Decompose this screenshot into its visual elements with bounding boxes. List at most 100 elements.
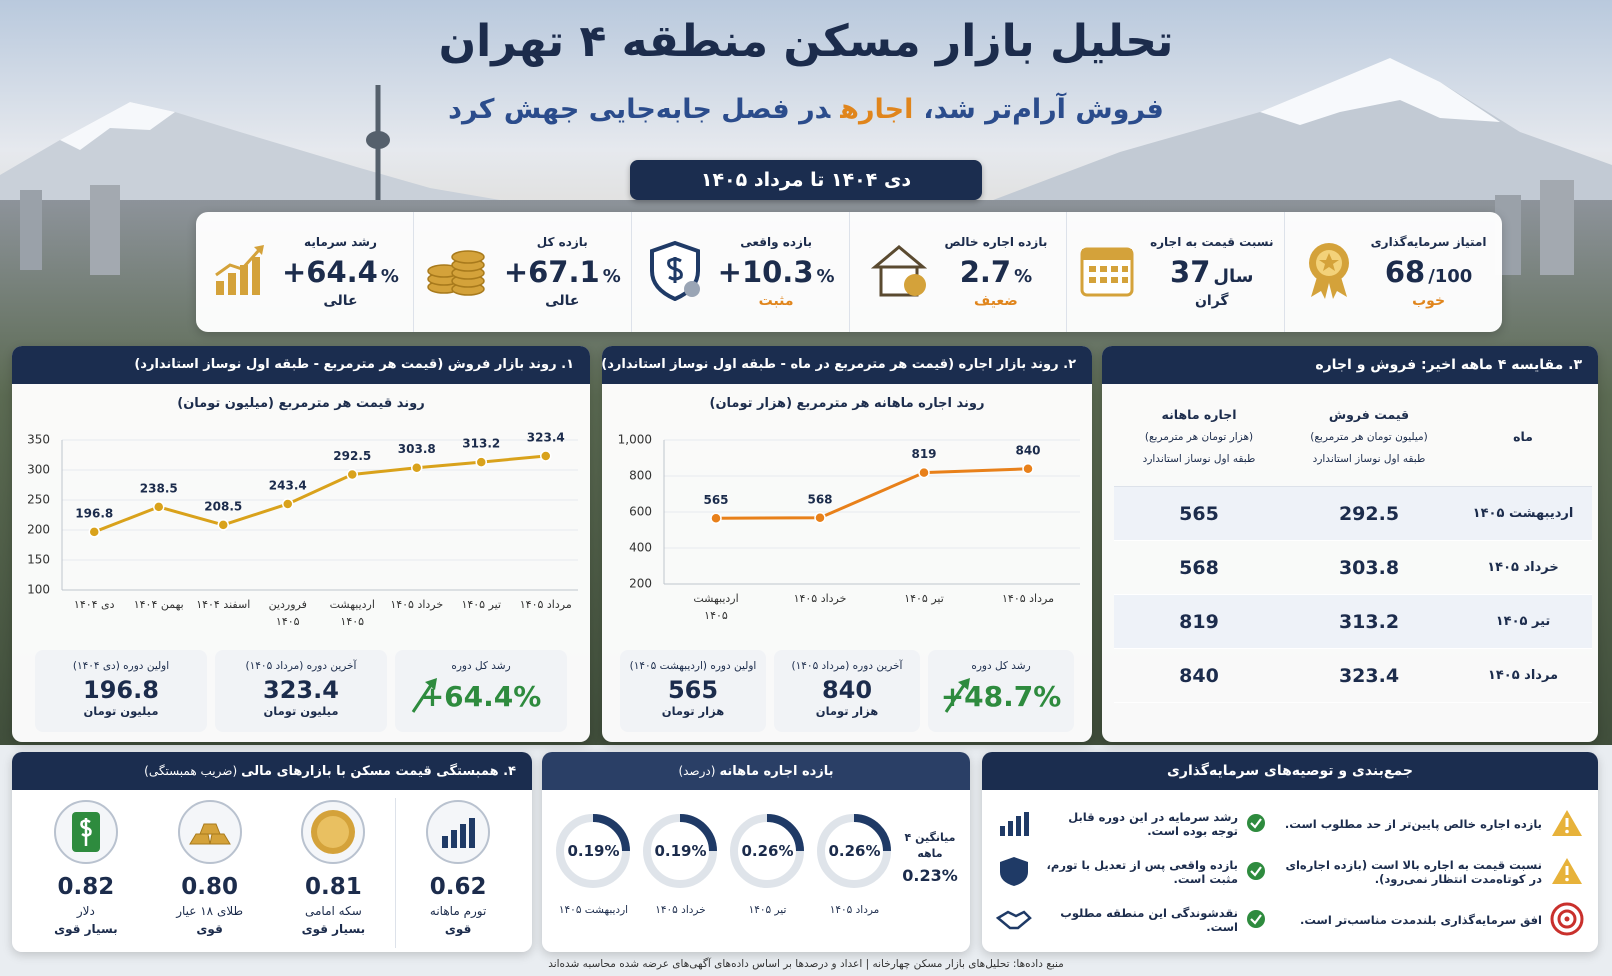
icon-part xyxy=(679,814,717,852)
column-note: طبقه اول نوساز استاندارد xyxy=(1312,453,1426,465)
kpi-icon xyxy=(424,241,490,303)
column-header: اجاره ماهانه (هزار تومان هر مترمربع) طبقه … xyxy=(1114,388,1284,487)
icon-part xyxy=(411,681,435,713)
kpi-value-row: 37 سال xyxy=(1150,255,1273,289)
icon-part xyxy=(216,257,260,295)
yield-month: خرداد ۱۴۰۵ xyxy=(655,904,706,916)
kpi-text: امتیاز سرمایه‌گذاری 68/100 خوب xyxy=(1371,235,1487,309)
kpi-label: بازده کل xyxy=(536,235,588,249)
panel-title: ۲. روند بازار اجاره (قیمت هر مترمربع در … xyxy=(602,346,1092,384)
icon-part xyxy=(1089,266,1129,283)
kpi-value-row: 2.7% xyxy=(945,255,1048,289)
stat-card: رشد کل دوره +64.4% xyxy=(395,650,567,732)
positive-row: نقدشوندگی این منطقه مطلوب است. xyxy=(995,896,1266,944)
cell-value: 568 xyxy=(1114,540,1284,595)
correlation-item: 0.80 طلای ۱۸ عیار قوی xyxy=(148,798,272,948)
yield-average: میانگین ۴ ماهه 0.23% xyxy=(898,812,962,885)
warning-row: افق سرمایه‌گذاری بلندمدت مناسب‌تر است. xyxy=(1284,896,1584,944)
icon-part xyxy=(730,814,804,888)
column-header: قیمت فروش (میلیون تومان هر مترمربع) طبقه ا… xyxy=(1284,388,1454,487)
column-header: ماه xyxy=(1454,388,1592,487)
icon-part xyxy=(1550,902,1584,935)
subtitle-highlight: اجاره xyxy=(840,94,914,125)
icon-part xyxy=(903,274,926,296)
correlation-label: دلار xyxy=(76,904,95,918)
correlation-icon xyxy=(24,798,148,870)
icon-part xyxy=(1550,902,1584,935)
cell-value: 840 xyxy=(1114,648,1284,703)
positive-row: بازده واقعی پس از تعدیل با تورم، مثبت اس… xyxy=(996,848,1266,896)
sales-panel: ۱. روند بازار فروش (قیمت هر مترمربع - طب… xyxy=(12,346,590,742)
icon-part xyxy=(1250,817,1262,829)
correlation-item: 0.82 دلار بسیار قوی xyxy=(24,798,148,948)
positives: رشد سرمایه در این دوره قابل توجه بوده اس… xyxy=(995,800,1266,944)
yield-item: 0.19% خرداد ۱۴۰۵ xyxy=(637,812,724,916)
cell-value: 303.8 xyxy=(1284,540,1454,595)
icon-part xyxy=(228,273,236,295)
icon-part xyxy=(215,247,262,277)
icon-part xyxy=(1552,809,1582,836)
icon-part xyxy=(944,678,970,713)
icon-part xyxy=(1250,865,1262,877)
icon-part xyxy=(643,814,717,888)
warning-icon xyxy=(1550,808,1584,841)
icon-part xyxy=(995,909,1032,929)
icon-part xyxy=(411,678,437,713)
positive-icon xyxy=(996,808,1032,841)
kpi-rating: مثبت xyxy=(758,293,794,309)
icon-part xyxy=(1565,877,1569,881)
stat-value: 196.8 xyxy=(83,676,159,704)
cell-value: 819 xyxy=(1114,594,1284,649)
warning-row: نسبت قیمت به اجاره بالا است (بازده اجاره… xyxy=(1284,848,1584,896)
column-unit: (هزار تومان هر مترمربع) xyxy=(1144,431,1254,443)
kpi-label: نسبت قیمت به اجاره xyxy=(1150,235,1274,249)
stat-label: آخرین دوره (مرداد ۱۴۰۵) xyxy=(245,660,357,672)
column-name: اجاره ماهانه xyxy=(1161,407,1237,422)
cell-value: 292.5 xyxy=(1284,486,1454,541)
icon-part xyxy=(1564,916,1570,921)
icon-part xyxy=(944,681,968,713)
yield-list: میانگین ۴ ماهه 0.23% 0.26% مرداد ۱۴۰۵ 0.26… xyxy=(550,812,962,916)
table-row: مرداد ۱۴۰۵ 323.4 840 xyxy=(1114,648,1592,703)
kpi-text: نسبت قیمت به اجاره 37 سال گران xyxy=(1150,235,1273,309)
panel-title-note: (درصد) xyxy=(678,764,716,778)
icon-part xyxy=(252,257,260,295)
stat-label: اولین دوره (اردیبهشت ۱۴۰۵) xyxy=(629,660,757,672)
icon-part xyxy=(1016,815,1021,836)
icon-part xyxy=(1089,266,1097,272)
yield-item: 0.26% تیر ۱۴۰۵ xyxy=(724,812,811,916)
rent-panel: ۲. روند بازار اجاره (قیمت هر مترمربع در … xyxy=(602,346,1092,742)
cell-month: اردیبهشت ۱۴۰۵ xyxy=(1454,486,1592,541)
icon-part xyxy=(240,265,248,295)
correlation-value: 0.82 xyxy=(57,874,115,900)
icon-part xyxy=(53,800,118,864)
icon-part xyxy=(1247,813,1265,832)
icon-part xyxy=(1024,811,1029,836)
snow xyxy=(1260,58,1500,125)
building xyxy=(90,185,120,275)
panel-title-note: (ضریب همبستگی) xyxy=(144,764,238,778)
check-icon xyxy=(1246,861,1266,884)
icon-part xyxy=(1250,913,1262,925)
icon-part xyxy=(1122,277,1129,283)
correlation-value: 0.80 xyxy=(181,874,238,900)
icon-part xyxy=(1122,266,1129,272)
check-icon xyxy=(1246,813,1266,836)
icon-part xyxy=(1082,249,1133,260)
yield-ring xyxy=(550,812,637,894)
correlation-label: طلای ۱۸ عیار xyxy=(176,904,244,918)
subtitle: فروش آرام‌تر شد، اجاره در فصل جابه‌جایی جه… xyxy=(0,94,1612,125)
stat-unit: میلیون تومان xyxy=(263,704,339,718)
icon-part xyxy=(451,830,458,848)
positive-text: بازده واقعی پس از تعدیل با تورم، مثبت اس… xyxy=(1046,858,1238,886)
average-value: 0.23% xyxy=(902,866,958,885)
correlation-panel: ۴. همبستگی قیمت مسکن با بازارهای مالی(ضر… xyxy=(12,752,532,952)
kpi-text: رشد سرمایه +64.4% عالی xyxy=(282,235,399,309)
yield-month: تیر ۱۴۰۵ xyxy=(748,904,787,916)
icon-part xyxy=(1100,266,1108,272)
kpi-text: بازده کل +67.1% عالی xyxy=(504,235,621,309)
icon-part xyxy=(683,281,700,297)
icon-part xyxy=(460,824,467,848)
kpi-value: +64.4 xyxy=(282,255,378,289)
stats-row: رشد کل دوره +48.7% آخرین دوره (مرداد ۱۴۰۵)… xyxy=(620,650,1074,732)
